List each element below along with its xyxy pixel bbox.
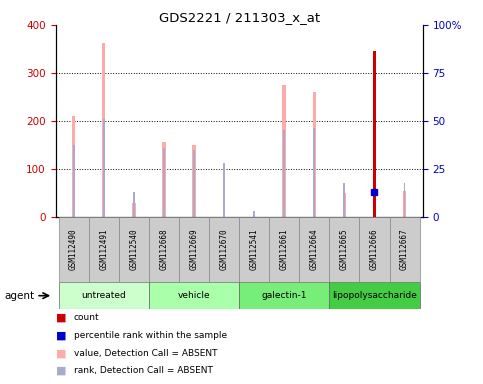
Bar bbox=[72, 116, 75, 217]
Text: ■: ■ bbox=[56, 313, 66, 323]
Bar bbox=[373, 51, 376, 217]
Bar bbox=[193, 150, 195, 217]
Bar bbox=[359, 217, 389, 282]
Bar bbox=[239, 217, 269, 282]
Text: GSM112670: GSM112670 bbox=[220, 229, 228, 270]
Text: ■: ■ bbox=[56, 331, 66, 341]
Text: GSM112665: GSM112665 bbox=[340, 229, 349, 270]
Bar bbox=[269, 217, 299, 282]
Bar bbox=[209, 217, 239, 282]
Text: GSM112541: GSM112541 bbox=[250, 229, 258, 270]
Bar bbox=[163, 148, 165, 217]
Bar bbox=[192, 145, 196, 217]
Bar bbox=[149, 282, 239, 309]
Text: GSM112490: GSM112490 bbox=[69, 229, 78, 270]
Bar bbox=[299, 217, 329, 282]
Bar bbox=[284, 130, 285, 217]
Bar bbox=[329, 217, 359, 282]
Bar bbox=[239, 282, 329, 309]
Bar bbox=[313, 128, 315, 217]
Bar bbox=[329, 282, 420, 309]
Bar bbox=[132, 203, 136, 217]
Bar bbox=[342, 193, 346, 217]
Bar bbox=[253, 211, 255, 217]
Bar bbox=[102, 43, 105, 217]
Bar bbox=[73, 145, 74, 217]
Text: value, Detection Call = ABSENT: value, Detection Call = ABSENT bbox=[74, 349, 217, 358]
Text: GSM112540: GSM112540 bbox=[129, 229, 138, 270]
Text: untreated: untreated bbox=[81, 291, 126, 300]
Text: GSM112668: GSM112668 bbox=[159, 229, 169, 270]
Text: GSM112661: GSM112661 bbox=[280, 229, 289, 270]
Text: lipopolysaccharide: lipopolysaccharide bbox=[332, 291, 417, 300]
Text: galectin-1: galectin-1 bbox=[261, 291, 307, 300]
Bar bbox=[133, 192, 135, 217]
Text: count: count bbox=[74, 313, 99, 323]
Bar bbox=[389, 217, 420, 282]
Text: agent: agent bbox=[5, 291, 35, 301]
Bar bbox=[162, 142, 166, 217]
Bar bbox=[119, 217, 149, 282]
Text: rank, Detection Call = ABSENT: rank, Detection Call = ABSENT bbox=[74, 366, 213, 376]
Bar bbox=[343, 184, 345, 217]
Bar bbox=[103, 119, 105, 217]
Bar bbox=[149, 217, 179, 282]
Text: ■: ■ bbox=[56, 348, 66, 358]
Text: GSM112669: GSM112669 bbox=[189, 229, 199, 270]
Text: vehicle: vehicle bbox=[178, 291, 210, 300]
Text: GSM112664: GSM112664 bbox=[310, 229, 319, 270]
Text: GSM112491: GSM112491 bbox=[99, 229, 108, 270]
Bar bbox=[404, 184, 405, 217]
Text: GSM112667: GSM112667 bbox=[400, 229, 409, 270]
Bar bbox=[313, 92, 316, 217]
Bar bbox=[58, 282, 149, 309]
Bar bbox=[283, 85, 286, 217]
Text: ■: ■ bbox=[56, 366, 66, 376]
Text: percentile rank within the sample: percentile rank within the sample bbox=[74, 331, 227, 340]
Bar bbox=[223, 163, 225, 217]
Bar bbox=[58, 217, 89, 282]
Text: GSM112666: GSM112666 bbox=[370, 229, 379, 270]
Bar bbox=[89, 217, 119, 282]
Bar bbox=[179, 217, 209, 282]
Title: GDS2221 / 211303_x_at: GDS2221 / 211303_x_at bbox=[158, 11, 320, 24]
Bar bbox=[403, 190, 406, 217]
